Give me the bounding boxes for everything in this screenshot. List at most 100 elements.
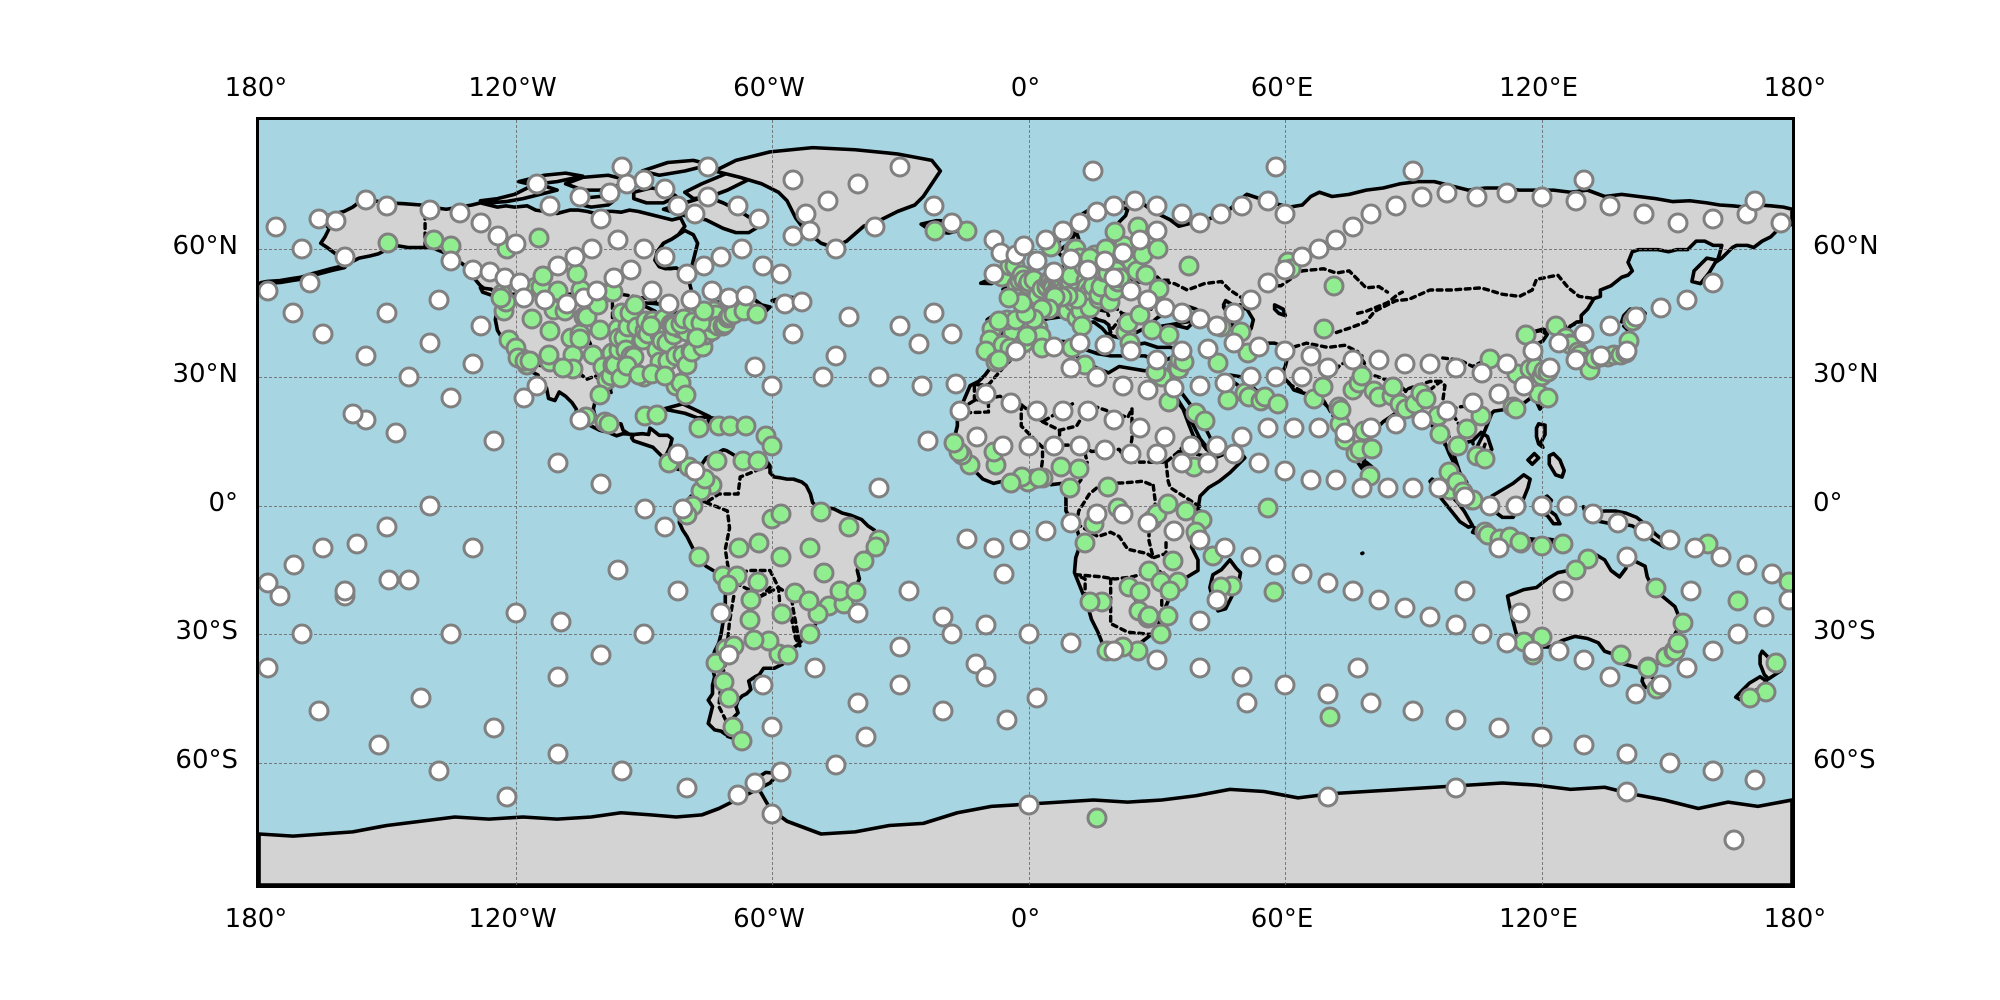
map-data-point[interactable] (889, 674, 911, 696)
map-data-point[interactable] (1360, 692, 1381, 714)
map-data-point[interactable] (1223, 302, 1245, 324)
map-data-point[interactable] (462, 353, 484, 375)
map-data-point[interactable] (1163, 520, 1185, 542)
map-data-point[interactable] (440, 387, 462, 409)
map-data-point[interactable] (334, 580, 355, 602)
map-data-point[interactable] (1565, 349, 1587, 371)
map-data-point[interactable] (1342, 349, 1364, 371)
map-data-point[interactable] (1308, 417, 1330, 439)
map-data-point[interactable] (1415, 388, 1437, 410)
map-data-point[interactable] (1103, 409, 1125, 431)
map-data-point[interactable] (620, 259, 642, 281)
map-data-point[interactable] (1274, 674, 1296, 696)
map-data-point[interactable] (634, 498, 656, 520)
map-data-point[interactable] (1377, 477, 1399, 499)
map-data-point[interactable] (1005, 340, 1027, 362)
map-data-point[interactable] (718, 687, 740, 709)
map-data-point[interactable] (1236, 692, 1258, 714)
map-data-point[interactable] (346, 533, 368, 555)
map-data-point[interactable] (1625, 306, 1647, 328)
map-data-point[interactable] (1496, 353, 1518, 375)
map-data-point[interactable] (1146, 195, 1168, 217)
map-data-point[interactable] (1074, 532, 1096, 554)
map-data-point[interactable] (470, 315, 492, 337)
map-data-point[interactable] (1265, 366, 1287, 388)
map-data-point[interactable] (864, 216, 886, 238)
map-data-point[interactable] (1573, 734, 1595, 756)
map-data-point[interactable] (1330, 399, 1352, 421)
map-data-point[interactable] (1488, 717, 1510, 739)
map-data-point[interactable] (1103, 640, 1125, 662)
map-data-point[interactable] (1582, 503, 1604, 525)
map-data-point[interactable] (1146, 443, 1168, 465)
map-data-point[interactable] (654, 365, 676, 387)
map-data-point[interactable] (684, 203, 706, 225)
map-data-point[interactable] (1411, 409, 1433, 431)
map-data-point[interactable] (1616, 546, 1638, 568)
map-data-point[interactable] (1189, 212, 1210, 234)
map-data-point[interactable] (868, 366, 890, 388)
map-data-point[interactable] (1539, 357, 1561, 379)
map-data-point[interactable] (589, 384, 611, 406)
map-data-point[interactable] (1291, 563, 1313, 585)
map-data-point[interactable] (855, 726, 877, 748)
map-data-point[interactable] (798, 590, 820, 612)
map-data-point[interactable] (865, 536, 887, 558)
map-data-point[interactable] (744, 772, 766, 794)
map-data-point[interactable] (1018, 435, 1039, 457)
map-data-point[interactable] (611, 156, 633, 178)
map-data-point[interactable] (688, 417, 710, 439)
map-data-point[interactable] (998, 287, 1020, 309)
map-data-point[interactable] (368, 734, 390, 756)
map-data-point[interactable] (1402, 700, 1424, 722)
map-data-point[interactable] (1194, 410, 1216, 432)
map-data-point[interactable] (1274, 259, 1296, 281)
map-data-point[interactable] (1680, 580, 1702, 602)
map-data-point[interactable] (1496, 182, 1518, 204)
map-data-point[interactable] (1223, 332, 1245, 354)
map-data-point[interactable] (847, 602, 868, 624)
map-data-point[interactable] (1035, 520, 1057, 542)
map-data-point[interactable] (1094, 334, 1116, 356)
map-data-point[interactable] (1079, 591, 1101, 613)
map-data-point[interactable] (717, 574, 739, 596)
map-data-point[interactable] (1206, 589, 1228, 611)
map-data-point[interactable] (1104, 221, 1126, 243)
map-data-point[interactable] (748, 532, 770, 554)
map-data-point[interactable] (1158, 324, 1180, 346)
map-data-point[interactable] (676, 263, 697, 285)
map-data-point[interactable] (1684, 537, 1706, 559)
map-data-point[interactable] (1214, 372, 1236, 394)
map-data-point[interactable] (539, 195, 561, 217)
map-data-point[interactable] (1137, 512, 1159, 534)
map-data-point[interactable] (1094, 439, 1116, 461)
map-data-point[interactable] (1368, 589, 1390, 611)
map-data-point[interactable] (265, 216, 287, 238)
map-data-point[interactable] (1175, 500, 1197, 522)
map-data-point[interactable] (706, 450, 728, 472)
map-data-point[interactable] (586, 280, 608, 302)
map-data-point[interactable] (1368, 349, 1390, 371)
map-data-point[interactable] (680, 289, 702, 311)
map-data-point[interactable] (838, 516, 860, 538)
map-data-point[interactable] (1445, 777, 1467, 799)
map-data-point[interactable] (740, 589, 762, 611)
map-data-point[interactable] (1531, 535, 1552, 557)
map-data-point[interactable] (1702, 272, 1723, 294)
map-data-point[interactable] (1429, 423, 1451, 445)
map-data-point[interactable] (1171, 452, 1193, 474)
map-data-point[interactable] (519, 350, 541, 372)
map-data-point[interactable] (1676, 289, 1698, 311)
map-data-point[interactable] (1028, 467, 1050, 489)
map-data-point[interactable] (1645, 577, 1667, 599)
map-data-point[interactable] (654, 246, 676, 268)
map-data-point[interactable] (817, 190, 839, 212)
map-data-point[interactable] (1257, 190, 1279, 212)
map-data-point[interactable] (547, 255, 569, 277)
map-data-point[interactable] (385, 422, 407, 444)
map-data-point[interactable] (1727, 623, 1749, 645)
map-data-point[interactable] (1274, 203, 1296, 225)
map-data-point[interactable] (552, 357, 574, 379)
map-data-point[interactable] (496, 786, 518, 808)
map-data-point[interactable] (526, 173, 548, 195)
